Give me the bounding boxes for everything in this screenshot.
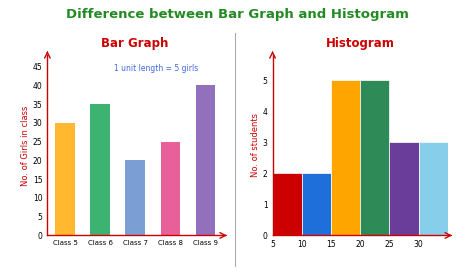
Bar bbox=[161, 142, 180, 235]
Bar bbox=[419, 142, 448, 235]
Text: 1 unit length = 5 girls: 1 unit length = 5 girls bbox=[114, 64, 198, 73]
Y-axis label: No. of Girls in class: No. of Girls in class bbox=[21, 105, 30, 186]
Text: Difference between Bar Graph and Histogram: Difference between Bar Graph and Histogr… bbox=[65, 8, 409, 21]
Bar bbox=[390, 142, 419, 235]
Bar bbox=[196, 85, 215, 235]
Bar bbox=[302, 173, 331, 235]
Title: Histogram: Histogram bbox=[326, 37, 395, 50]
Bar bbox=[55, 123, 74, 235]
Bar bbox=[91, 104, 109, 235]
Y-axis label: No. of students: No. of students bbox=[251, 113, 260, 178]
Bar bbox=[360, 80, 390, 235]
Bar bbox=[126, 160, 145, 235]
Bar bbox=[331, 80, 360, 235]
Bar bbox=[273, 173, 302, 235]
Title: Bar Graph: Bar Graph bbox=[101, 37, 169, 50]
